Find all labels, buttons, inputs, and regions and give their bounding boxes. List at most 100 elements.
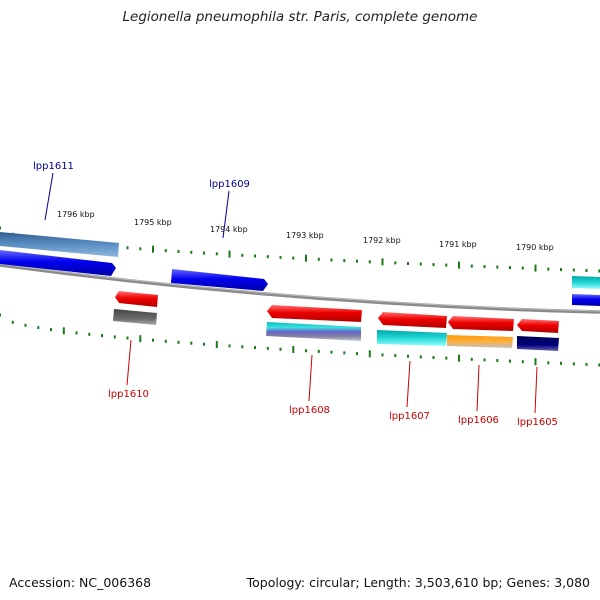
position-label: 1794 kbp: [210, 225, 248, 234]
major-tick: [534, 264, 537, 272]
minor-tick: [190, 341, 193, 345]
minor-tick: [585, 362, 588, 366]
minor-tick: [330, 258, 333, 262]
major-tick: [62, 327, 65, 335]
major-tick: [305, 254, 307, 262]
gene-label-lpp1608[interactable]: lpp1608: [289, 405, 330, 416]
map-title: Legionella pneumophila str. Paris, compl…: [122, 9, 478, 25]
minor-tick: [432, 263, 435, 267]
minor-tick: [432, 356, 435, 359]
feature-lpp1606-orange[interactable]: [447, 335, 513, 348]
feature-lpp1608-cds[interactable]: [267, 305, 362, 322]
feature-lpp1606-cds[interactable]: [448, 316, 514, 331]
accession-info: Accession: NC_006368: [9, 575, 152, 590]
feature-lpp1605-navy[interactable]: [517, 336, 559, 351]
position-label: 1792 kbp: [363, 236, 401, 245]
minor-tick: [560, 268, 562, 272]
minor-tick: [266, 255, 269, 259]
topology-summary: Topology: circular; Length: 3,503,610 bp…: [246, 575, 590, 590]
feature-lpp1607-cyan[interactable]: [377, 330, 447, 346]
major-tick: [458, 354, 460, 362]
leader-line: [126, 339, 132, 386]
minor-tick: [317, 257, 320, 261]
minor-tick: [445, 263, 448, 267]
minor-tick: [368, 260, 371, 264]
feature-lpp1611-cds[interactable]: [0, 250, 116, 276]
feature-cyan-forward-right[interactable]: [572, 276, 600, 289]
leader-line: [308, 354, 313, 402]
minor-tick: [483, 265, 486, 269]
minor-tick: [266, 346, 269, 350]
minor-tick: [305, 349, 307, 353]
minor-tick: [241, 345, 244, 349]
minor-tick: [509, 359, 511, 363]
minor-tick: [419, 262, 422, 266]
major-tick: [152, 245, 154, 253]
minor-tick: [470, 264, 473, 268]
minor-tick: [547, 361, 550, 365]
minor-tick: [496, 359, 499, 362]
minor-tick: [126, 336, 129, 340]
position-label: 1795 kbp: [134, 218, 172, 227]
feature-lpp1605-cds[interactable]: [517, 319, 559, 333]
minor-tick: [407, 262, 409, 265]
leader-line: [406, 360, 411, 408]
major-tick: [215, 341, 218, 349]
minor-tick: [394, 354, 397, 358]
minor-tick: [241, 253, 244, 257]
minor-tick: [598, 269, 600, 273]
minor-tick: [521, 266, 524, 270]
major-tick: [228, 250, 231, 258]
minor-tick: [228, 344, 231, 348]
minor-tick: [203, 251, 205, 255]
minor-tick: [419, 355, 422, 359]
gene-label-lpp1606[interactable]: lpp1606: [458, 415, 499, 426]
minor-tick: [547, 267, 550, 271]
feature-lpp1608-stack[interactable]: [266, 322, 361, 341]
minor-tick: [483, 358, 486, 362]
gene-label-lpp1611[interactable]: lpp1611: [33, 161, 74, 172]
minor-tick: [572, 268, 575, 272]
minor-tick: [496, 265, 499, 269]
minor-tick: [470, 357, 473, 361]
leader-line: [222, 190, 230, 239]
gene-label-lpp1607[interactable]: lpp1607: [389, 411, 430, 422]
major-tick: [534, 358, 537, 366]
minor-tick: [126, 246, 129, 250]
minor-tick: [152, 338, 154, 342]
major-tick: [292, 346, 295, 353]
minor-tick: [190, 250, 193, 254]
minor-tick: [50, 328, 52, 332]
major-tick: [458, 261, 460, 269]
minor-tick: [101, 334, 103, 338]
minor-tick: [356, 259, 358, 263]
minor-tick: [75, 331, 78, 335]
feature-blue-forward-right[interactable]: [572, 294, 600, 306]
minor-tick: [177, 340, 180, 344]
minor-tick: [292, 256, 295, 260]
feature-lpp1607-cds[interactable]: [378, 312, 447, 328]
minor-tick: [164, 339, 167, 343]
minor-tick: [330, 350, 333, 354]
gene-label-lpp1610[interactable]: lpp1610: [108, 389, 149, 400]
minor-tick: [381, 353, 384, 357]
feature-lpp1610-gray[interactable]: [113, 309, 157, 325]
feature-steel-forward[interactable]: [0, 232, 119, 257]
gene-label-lpp1609[interactable]: lpp1609: [209, 179, 250, 190]
minor-tick: [343, 351, 346, 355]
minor-tick: [203, 342, 205, 346]
position-label: 1790 kbp: [516, 243, 554, 252]
minor-tick: [445, 356, 448, 360]
minor-tick: [164, 249, 167, 253]
minor-tick: [24, 323, 27, 327]
minor-tick: [560, 361, 562, 365]
minor-tick: [254, 346, 256, 350]
feature-lpp1609-cds[interactable]: [171, 269, 268, 291]
minor-tick: [343, 259, 346, 263]
minor-tick: [356, 352, 358, 356]
feature-lpp1610-cds[interactable]: [115, 291, 158, 307]
position-label: 1796 kbp: [57, 210, 95, 219]
gene-label-lpp1605[interactable]: lpp1605: [517, 417, 558, 428]
minor-tick: [177, 250, 180, 253]
